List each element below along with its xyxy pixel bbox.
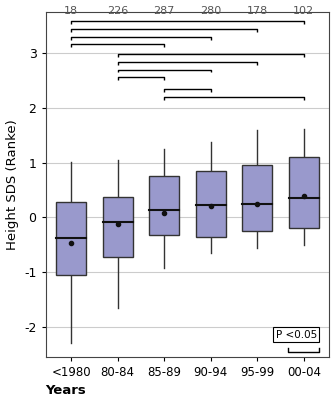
Text: 178: 178 <box>247 6 268 16</box>
Text: 280: 280 <box>200 6 221 16</box>
Bar <box>196 171 226 236</box>
Bar <box>56 202 86 275</box>
Bar <box>289 157 319 228</box>
Text: 18: 18 <box>64 6 78 16</box>
Bar <box>149 176 179 236</box>
Text: 102: 102 <box>293 6 315 16</box>
Text: Years: Years <box>46 384 86 397</box>
Y-axis label: Height SDS (Ranke): Height SDS (Ranke) <box>6 119 18 250</box>
Text: P <0.05: P <0.05 <box>276 330 317 340</box>
Text: 287: 287 <box>153 6 175 16</box>
Bar <box>242 166 272 231</box>
Bar <box>103 197 133 257</box>
Text: 226: 226 <box>107 6 128 16</box>
